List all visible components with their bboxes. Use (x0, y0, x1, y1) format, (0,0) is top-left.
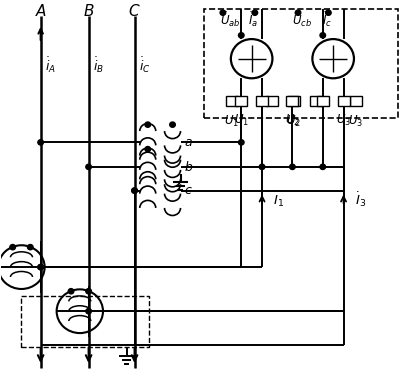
Bar (265, 96, 277, 106)
Bar (288, 96, 300, 106)
Text: $\dot{i}_A$: $\dot{i}_A$ (45, 55, 57, 75)
Text: $B$: $B$ (83, 3, 94, 19)
Text: $U_3$: $U_3$ (348, 114, 363, 129)
Circle shape (86, 288, 91, 294)
Circle shape (38, 265, 43, 270)
Text: $U_2$: $U_2$ (285, 113, 300, 128)
Circle shape (295, 10, 301, 15)
Bar (338, 96, 350, 106)
Bar (310, 96, 322, 106)
Circle shape (86, 309, 91, 314)
Circle shape (86, 164, 91, 169)
Circle shape (145, 147, 150, 152)
Text: $A$: $A$ (34, 3, 47, 19)
Circle shape (290, 164, 295, 169)
Text: $b$: $b$ (184, 160, 193, 174)
Text: $a$: $a$ (184, 136, 193, 149)
Text: $\dot{I}_3$: $\dot{I}_3$ (355, 190, 366, 209)
Circle shape (326, 10, 331, 15)
Bar (256, 96, 268, 106)
Circle shape (132, 188, 138, 193)
Circle shape (38, 140, 43, 145)
Circle shape (259, 164, 265, 169)
Text: $\dot{i}_B$: $\dot{i}_B$ (93, 55, 105, 75)
Circle shape (170, 122, 175, 127)
Circle shape (68, 288, 74, 294)
Circle shape (239, 33, 244, 38)
Circle shape (252, 10, 258, 15)
Circle shape (239, 140, 244, 145)
Text: $U_1$: $U_1$ (224, 114, 239, 129)
Text: $C$: $C$ (128, 3, 141, 19)
Text: $U_2$: $U_2$ (286, 114, 302, 129)
Bar (204, 9, 398, 118)
Text: $\dot{I}_1$: $\dot{I}_1$ (273, 190, 284, 209)
Text: $\dot{I}_a$: $\dot{I}_a$ (248, 10, 258, 29)
Bar (286, 96, 298, 106)
Circle shape (220, 10, 226, 15)
Circle shape (145, 122, 150, 127)
Circle shape (10, 244, 16, 250)
Circle shape (320, 164, 326, 169)
Text: $\dot{U}_{ab}$: $\dot{U}_{ab}$ (220, 10, 240, 29)
Text: $\dot{i}_C$: $\dot{i}_C$ (140, 55, 151, 75)
Bar (317, 96, 329, 106)
Text: $\dot{I}_c$: $\dot{I}_c$ (322, 10, 332, 29)
Circle shape (320, 33, 326, 38)
Text: $U_1$: $U_1$ (234, 113, 249, 128)
Bar (235, 96, 247, 106)
Circle shape (38, 265, 43, 270)
Text: $\dot{U}_{cb}$: $\dot{U}_{cb}$ (292, 10, 312, 29)
Bar (22, 296, 148, 348)
Text: $U_3$: $U_3$ (336, 113, 351, 128)
Bar (226, 96, 238, 106)
Bar (350, 96, 362, 106)
Circle shape (27, 244, 33, 250)
Circle shape (132, 188, 138, 193)
Text: $c$: $c$ (184, 184, 193, 197)
